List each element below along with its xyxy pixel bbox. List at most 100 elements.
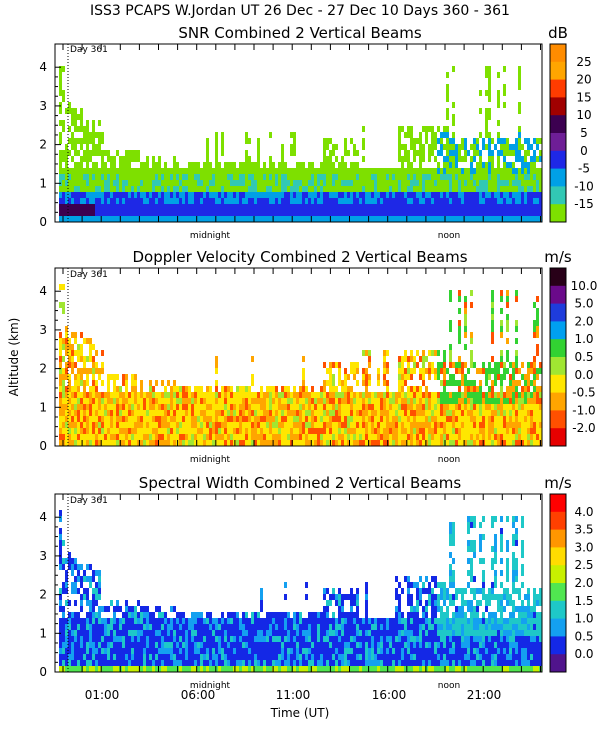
snr-heatmap-cell <box>317 198 320 204</box>
snr-heatmap-cell <box>362 144 365 150</box>
doppler-heatmap-cell <box>218 440 221 446</box>
snr-heatmap-cell <box>92 150 95 156</box>
spectral-width-heatmap-cell <box>143 618 146 624</box>
doppler-heatmap-cell <box>428 404 431 410</box>
spectral-width-heatmap-cell <box>125 618 128 624</box>
doppler-heatmap-cell <box>254 410 257 416</box>
doppler-heatmap-cell <box>461 374 464 380</box>
doppler-heatmap-cell <box>62 374 65 380</box>
snr-heatmap-cell <box>224 162 227 168</box>
spectral-width-heatmap-cell <box>176 660 179 666</box>
spectral-width-heatmap-cell <box>215 666 218 672</box>
doppler-heatmap-cell <box>281 386 284 392</box>
snr-heatmap-cell <box>170 198 173 204</box>
doppler-heatmap-cell <box>254 434 257 440</box>
doppler-heatmap-cell <box>65 350 68 356</box>
doppler-heatmap-cell <box>479 410 482 416</box>
doppler-heatmap-cell <box>494 410 497 416</box>
doppler-heatmap-cell <box>305 422 308 428</box>
doppler-heatmap-cell <box>206 386 209 392</box>
doppler-heatmap-cell <box>101 398 104 404</box>
snr-heatmap-cell <box>488 162 491 168</box>
doppler-heatmap-cell <box>371 410 374 416</box>
doppler-heatmap-cell <box>107 404 110 410</box>
snr-heatmap-cell <box>248 198 251 204</box>
snr-heatmap-cell <box>296 162 299 168</box>
spectral-width-heatmap-cell <box>215 648 218 654</box>
doppler-heatmap-cell <box>125 434 128 440</box>
doppler-heatmap-cell <box>485 368 488 374</box>
spectral-width-heatmap-cell <box>245 612 248 618</box>
spectral-width-heatmap-cell <box>215 654 218 660</box>
doppler-heatmap-cell <box>266 410 269 416</box>
snr-heatmap-cell <box>137 216 140 222</box>
doppler-heatmap-cell <box>467 440 470 446</box>
doppler-heatmap-cell <box>299 410 302 416</box>
snr-heatmap-cell <box>83 132 86 138</box>
snr-heatmap-cell <box>80 216 83 222</box>
spectral-width-heatmap-cell <box>122 666 125 672</box>
doppler-heatmap-cell <box>404 428 407 434</box>
doppler-heatmap-cell <box>176 422 179 428</box>
spectral-width-heatmap-cell <box>134 636 137 642</box>
snr-heatmap-cell <box>386 168 389 174</box>
snr-heatmap-cell <box>476 150 479 156</box>
snr-heatmap-cell <box>527 216 530 222</box>
spectral-width-heatmap-cell <box>59 624 62 630</box>
doppler-colorbar-label: -0.5 <box>572 386 595 400</box>
snr-heatmap-cell <box>530 174 533 180</box>
spectral-width-heatmap-cell <box>74 660 77 666</box>
snr-heatmap-cell <box>476 138 479 144</box>
doppler-heatmap-cell <box>344 374 347 380</box>
snr-heatmap-cell <box>521 210 524 216</box>
doppler-heatmap-cell <box>149 416 152 422</box>
snr-heatmap-cell <box>329 210 332 216</box>
snr-heatmap-cell <box>128 168 131 174</box>
doppler-heatmap-cell <box>290 422 293 428</box>
spectral-width-heatmap-cell <box>110 660 113 666</box>
doppler-heatmap-cell <box>164 416 167 422</box>
snr-heatmap-cell <box>125 192 128 198</box>
snr-heatmap-cell <box>431 150 434 156</box>
spectral-width-heatmap-cell <box>77 624 80 630</box>
doppler-heatmap-cell <box>470 398 473 404</box>
doppler-heatmap-cell <box>461 440 464 446</box>
snr-heatmap-cell <box>287 216 290 222</box>
snr-heatmap-cell <box>83 210 86 216</box>
snr-heatmap-cell <box>206 186 209 192</box>
snr-heatmap-cell <box>323 150 326 156</box>
doppler-heatmap-cell <box>539 410 542 416</box>
doppler-heatmap-cell <box>515 404 518 410</box>
spectral-width-heatmap-cell <box>65 666 68 672</box>
doppler-heatmap-cell <box>482 398 485 404</box>
snr-heatmap-cell <box>116 186 119 192</box>
doppler-heatmap-cell <box>464 302 467 308</box>
doppler-heatmap-cell <box>419 404 422 410</box>
doppler-heatmap-cell <box>530 392 533 398</box>
snr-heatmap-cell <box>257 216 260 222</box>
snr-heatmap-cell <box>263 186 266 192</box>
snr-heatmap-cell <box>401 174 404 180</box>
doppler-heatmap-cell <box>536 308 539 314</box>
doppler-heatmap-cell <box>473 386 476 392</box>
spectral-width-heatmap-cell <box>209 624 212 630</box>
snr-heatmap-cell <box>413 186 416 192</box>
snr-heatmap-cell <box>509 180 512 186</box>
spectral-width-heatmap-cell <box>242 660 245 666</box>
spectral-width-heatmap-cell <box>122 654 125 660</box>
snr-heatmap-cell <box>116 198 119 204</box>
spectral-width-heatmap-cell <box>299 660 302 666</box>
doppler-heatmap-cell <box>302 398 305 404</box>
snr-heatmap-cell <box>485 90 488 96</box>
doppler-heatmap-cell <box>104 440 107 446</box>
doppler-heatmap-cell <box>443 380 446 386</box>
doppler-heatmap-cell <box>389 404 392 410</box>
doppler-heatmap-cell <box>536 434 539 440</box>
spectral-width-heatmap-cell <box>92 612 95 618</box>
spectral-width-heatmap-cell <box>110 600 113 606</box>
spectral-width-heatmap-cell <box>62 582 65 588</box>
snr-heatmap-cell <box>248 216 251 222</box>
doppler-heatmap-cell <box>347 398 350 404</box>
spectral-width-heatmap-cell <box>179 612 182 618</box>
snr-heatmap-cell <box>338 204 341 210</box>
